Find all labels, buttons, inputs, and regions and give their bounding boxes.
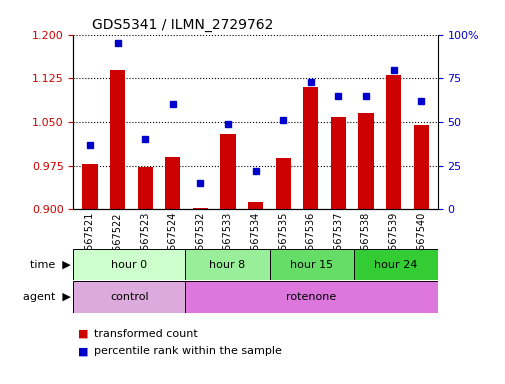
- Bar: [269, 249, 353, 280]
- Text: agent  ▶: agent ▶: [23, 292, 71, 302]
- Text: hour 8: hour 8: [209, 260, 245, 270]
- Bar: [73, 281, 185, 313]
- Text: ■: ■: [78, 346, 89, 356]
- Bar: [185, 281, 437, 313]
- Bar: [192, 208, 208, 209]
- Text: GDS5341 / ILMN_2729762: GDS5341 / ILMN_2729762: [91, 18, 272, 32]
- Text: rotenone: rotenone: [286, 292, 336, 302]
- Bar: [358, 113, 373, 209]
- Bar: [165, 157, 180, 209]
- Text: percentile rank within the sample: percentile rank within the sample: [93, 346, 281, 356]
- Bar: [385, 75, 400, 209]
- Bar: [82, 164, 97, 209]
- Text: transformed count: transformed count: [93, 329, 197, 339]
- Text: ■: ■: [78, 329, 89, 339]
- Bar: [353, 249, 437, 280]
- Bar: [137, 167, 153, 209]
- Bar: [185, 249, 269, 280]
- Bar: [73, 249, 185, 280]
- Bar: [413, 125, 428, 209]
- Bar: [110, 70, 125, 209]
- Bar: [220, 134, 235, 209]
- Text: control: control: [110, 292, 148, 302]
- Bar: [330, 117, 345, 209]
- Text: time  ▶: time ▶: [30, 260, 71, 270]
- Text: hour 24: hour 24: [373, 260, 417, 270]
- Text: hour 15: hour 15: [289, 260, 332, 270]
- Text: hour 0: hour 0: [111, 260, 147, 270]
- Bar: [275, 158, 290, 209]
- Bar: [247, 202, 263, 209]
- Bar: [302, 87, 318, 209]
